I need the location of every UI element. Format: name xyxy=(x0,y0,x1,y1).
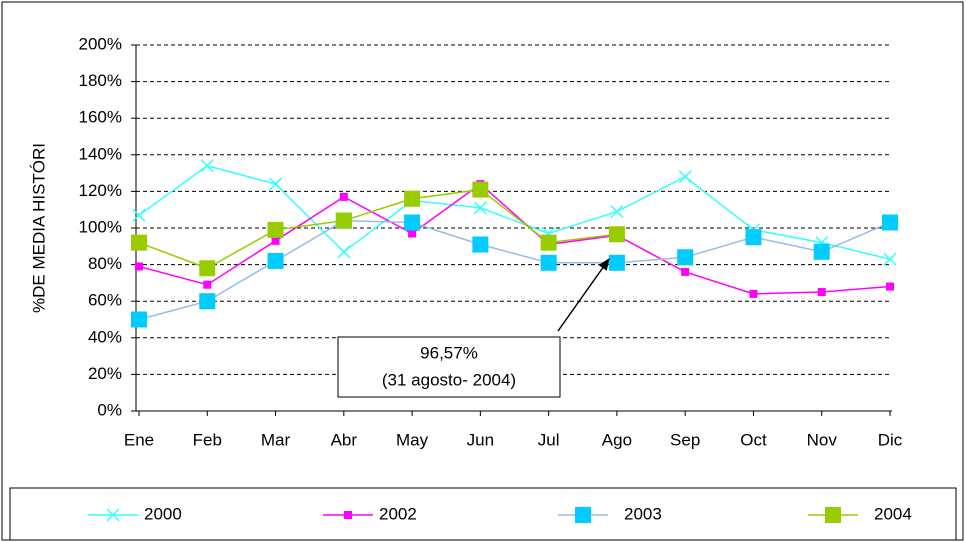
x-tick-label: Jun xyxy=(467,430,494,449)
point xyxy=(131,311,147,328)
point xyxy=(882,214,898,231)
point xyxy=(749,289,758,298)
annotation-arrow xyxy=(557,258,610,332)
legend-label: 2003 xyxy=(624,504,662,523)
x-tick-label: Dic xyxy=(878,430,903,449)
legend-label: 2004 xyxy=(874,504,912,523)
x-tick-label: Nov xyxy=(807,430,838,449)
point xyxy=(540,254,557,271)
y-tick-label: 140% xyxy=(79,144,122,163)
point xyxy=(269,177,283,191)
y-tick-label: 40% xyxy=(88,327,122,346)
series-line xyxy=(138,164,891,260)
y-tick-label: 80% xyxy=(88,254,122,273)
point xyxy=(540,234,557,251)
series-line xyxy=(138,188,618,270)
point xyxy=(608,226,625,243)
point xyxy=(575,507,591,523)
point xyxy=(344,511,352,519)
point xyxy=(267,252,284,269)
point xyxy=(337,245,351,259)
point xyxy=(610,204,624,219)
series-line xyxy=(138,219,891,321)
point xyxy=(408,229,417,238)
point xyxy=(886,282,894,291)
x-tick-label: Mar xyxy=(261,430,291,449)
x-tick-label: Ago xyxy=(602,430,632,449)
annotation-box xyxy=(337,336,561,398)
legend-item: 2002 xyxy=(323,504,417,523)
annotation-text: 96,57% xyxy=(420,343,478,362)
point xyxy=(473,201,487,215)
series-line xyxy=(138,183,891,295)
point xyxy=(677,249,694,266)
x-tick-label: May xyxy=(396,430,429,449)
y-tick-label: 100% xyxy=(79,217,122,236)
y-tick-label: 0% xyxy=(97,400,122,419)
y-tick-label: 60% xyxy=(88,291,122,310)
x-tick-label: Jul xyxy=(538,430,560,449)
y-tick-label: 160% xyxy=(79,108,122,127)
x-tick-label: Ene xyxy=(124,430,154,449)
point xyxy=(131,234,147,251)
x-tick-label: Feb xyxy=(193,430,222,449)
point xyxy=(404,190,421,207)
point xyxy=(271,236,280,245)
point xyxy=(267,221,284,238)
point xyxy=(681,267,690,276)
point xyxy=(200,159,214,173)
point xyxy=(199,293,216,310)
point xyxy=(813,243,830,260)
point xyxy=(817,288,826,297)
point xyxy=(132,208,146,222)
y-axis-label: %DE MEDIA HISTÓRI xyxy=(29,143,48,313)
point xyxy=(472,236,489,253)
y-tick-label: 180% xyxy=(79,71,122,90)
y-tick-label: 20% xyxy=(88,364,122,383)
legend-item: 2004 xyxy=(808,504,912,523)
point xyxy=(678,170,692,184)
x-tick-label: Sep xyxy=(670,430,700,449)
legend-item: 2000 xyxy=(88,504,182,523)
y-tick-label: 120% xyxy=(79,181,122,200)
legend-frame xyxy=(9,487,957,541)
point xyxy=(335,212,352,229)
legend-label: 2002 xyxy=(379,504,417,523)
point xyxy=(472,181,489,198)
point xyxy=(199,260,216,277)
point xyxy=(135,262,143,271)
legend-label: 2000 xyxy=(144,504,182,523)
point xyxy=(745,229,762,246)
point xyxy=(106,508,120,522)
point xyxy=(825,507,841,523)
y-tick-label: 200% xyxy=(79,34,122,53)
annotation-text: (31 agosto- 2004) xyxy=(382,370,516,389)
x-tick-label: Oct xyxy=(740,430,767,449)
point xyxy=(404,214,421,231)
point xyxy=(339,192,348,201)
legend-item: 2003 xyxy=(558,504,662,523)
x-tick-label: Abr xyxy=(331,430,358,449)
point xyxy=(203,280,212,289)
point xyxy=(883,252,897,266)
point xyxy=(608,254,625,271)
